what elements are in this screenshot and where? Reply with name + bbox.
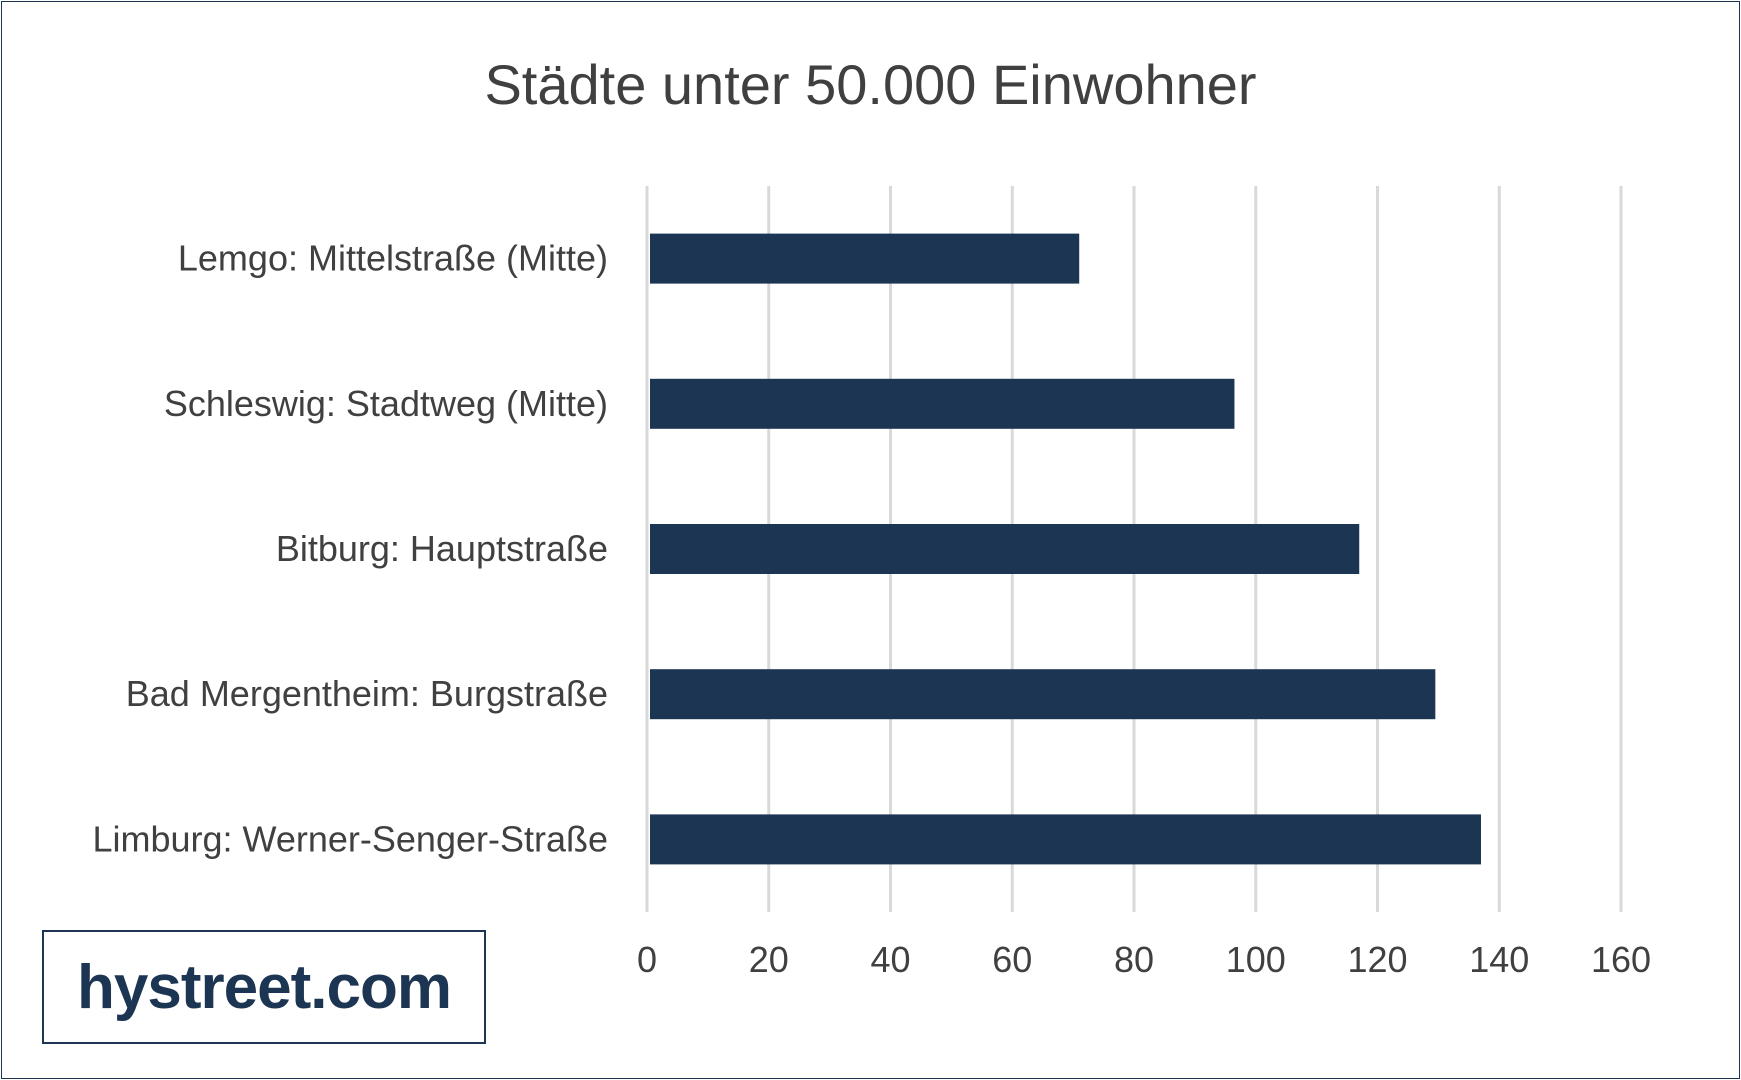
- x-tick-label: 60: [992, 939, 1032, 980]
- category-label: Limburg: Werner-Senger-Straße: [92, 818, 608, 859]
- x-tick-labels: 0 20 40 60 80 100 120 140 160: [637, 939, 1651, 980]
- bar: [650, 233, 1080, 284]
- category-label: Lemgo: Mittelstraße (Mitte): [178, 238, 608, 279]
- x-tick-label: 0: [637, 939, 657, 980]
- x-tick-label: 100: [1226, 939, 1286, 980]
- bar: [650, 378, 1235, 429]
- bars: [650, 233, 1481, 865]
- category-labels: Lemgo: Mittelstraße (Mitte) Schleswig: St…: [92, 238, 608, 860]
- x-tick-label: 160: [1591, 939, 1651, 980]
- hystreet-logo: hystreet.com: [42, 930, 486, 1044]
- category-label: Bitburg: Hauptstraße: [276, 528, 608, 569]
- category-label: Schleswig: Stadtweg (Mitte): [164, 383, 608, 424]
- chart-title: Städte unter 50.000 Einwohner: [484, 53, 1257, 116]
- logo-text: hystreet.com: [77, 952, 452, 1022]
- x-tick-label: 40: [870, 939, 910, 980]
- x-tick-label: 120: [1347, 939, 1407, 980]
- category-label: Bad Mergentheim: Burgstraße: [126, 673, 608, 714]
- bar: [650, 524, 1360, 574]
- bar: [650, 814, 1481, 865]
- x-tick-label: 80: [1114, 939, 1154, 980]
- x-tick-label: 140: [1469, 939, 1529, 980]
- bar: [650, 669, 1436, 720]
- x-tick-label: 20: [749, 939, 789, 980]
